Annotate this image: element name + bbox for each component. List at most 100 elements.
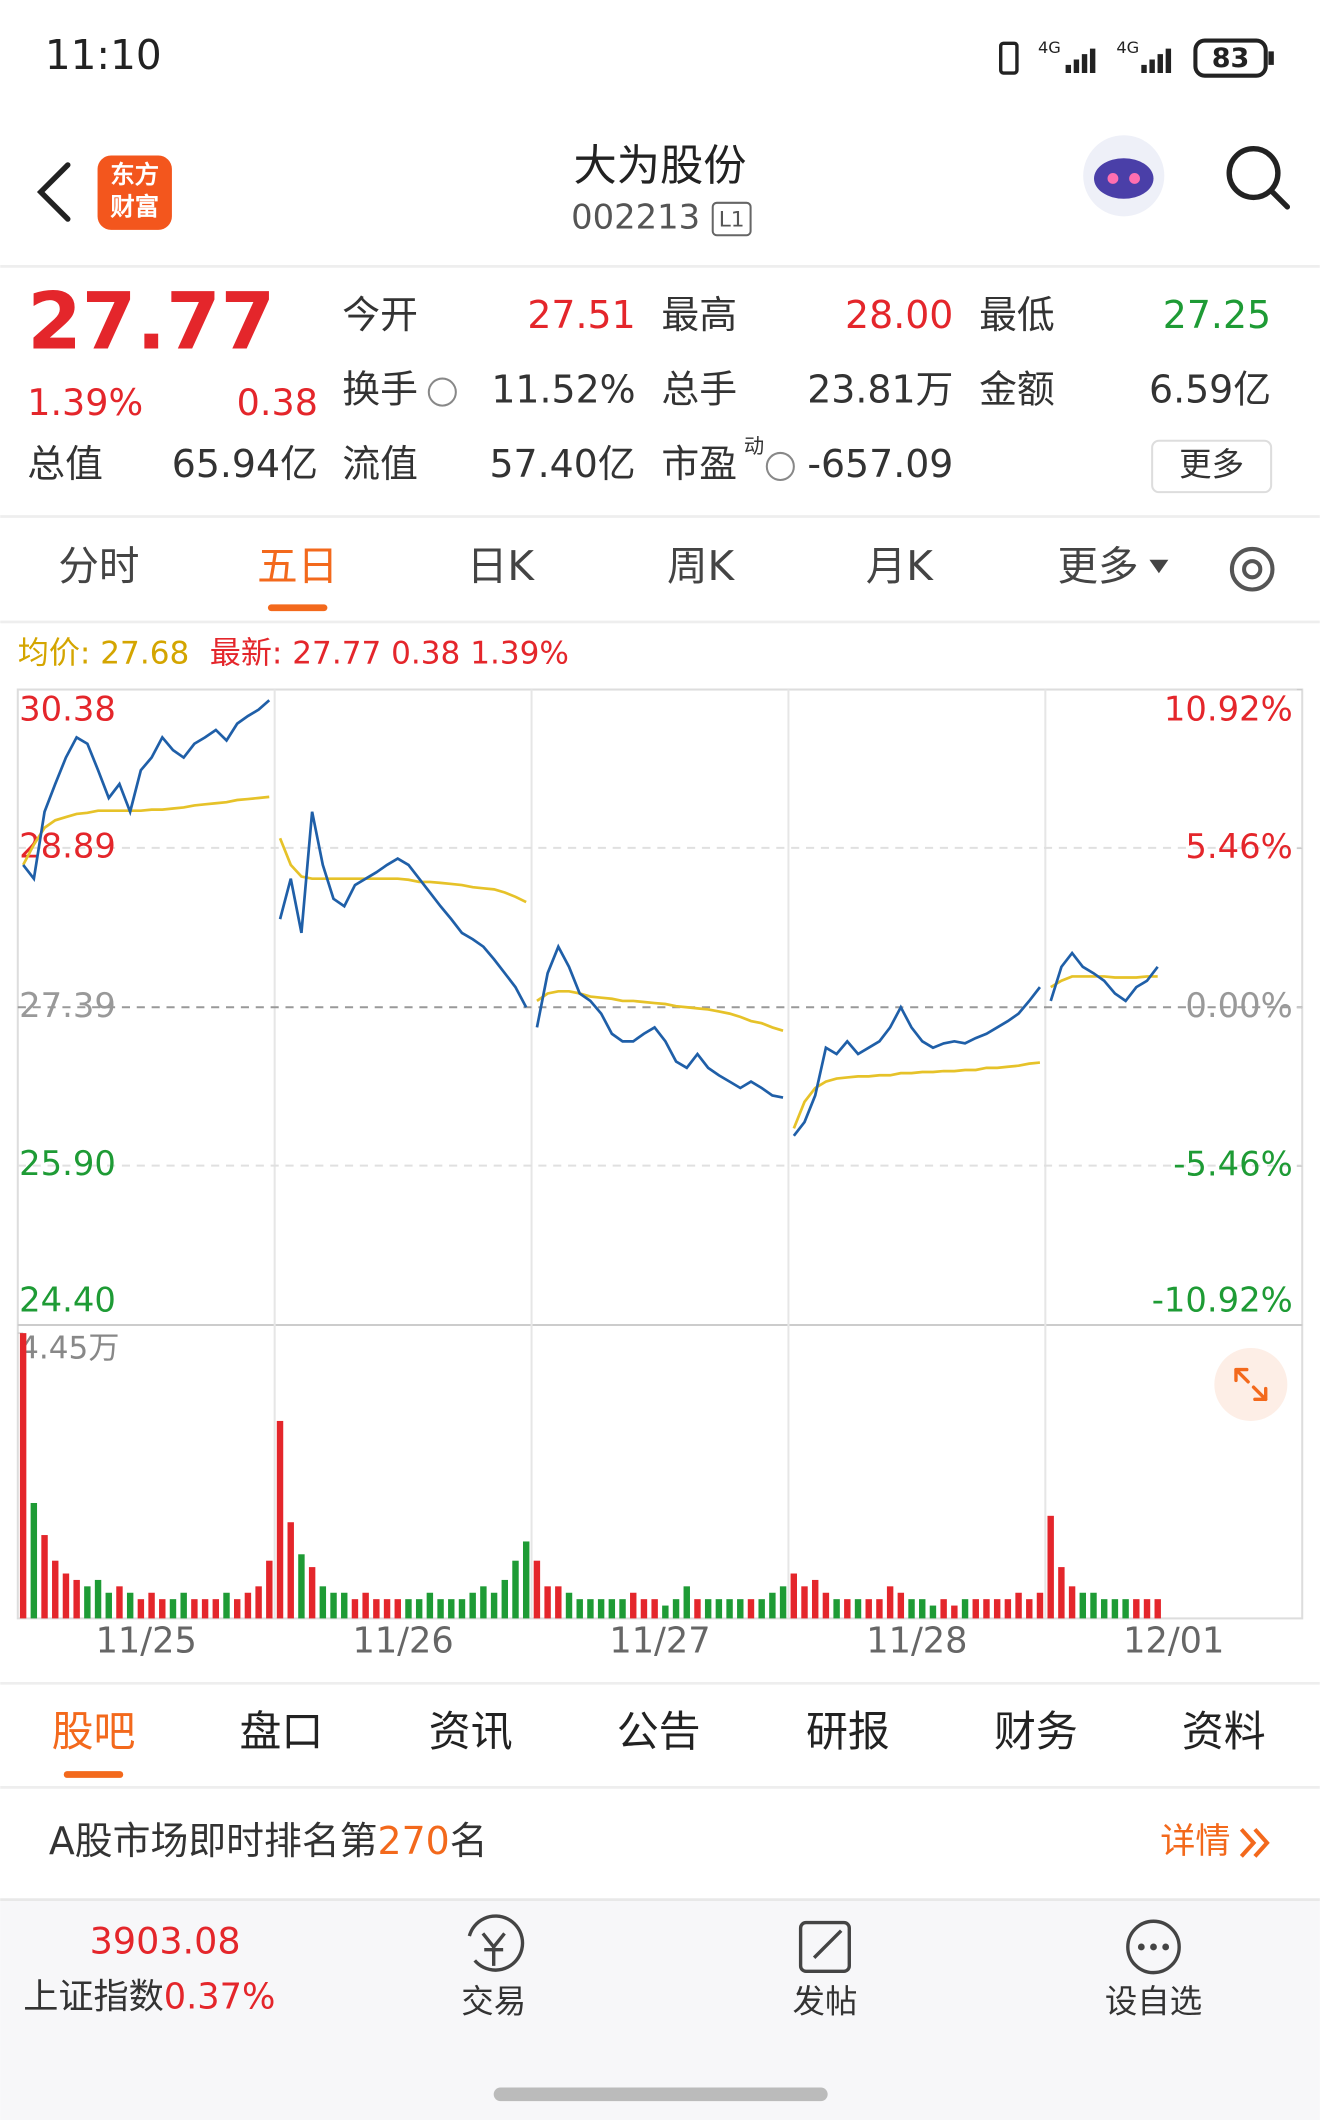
chart-tab[interactable]: 更多 — [1058, 542, 1139, 590]
section-tab[interactable]: 公告 — [617, 1707, 701, 1756]
y2-tick-label: 0.00% — [1185, 986, 1292, 1025]
trade-icon[interactable] — [467, 1914, 525, 1972]
more-button[interactable] — [1151, 439, 1273, 494]
status-icons: 4G 4G — [999, 38, 1274, 78]
volume-bar — [94, 1579, 102, 1619]
info-icon — [765, 451, 795, 481]
legend-item: 最新: 27.77 0.38 1.39% — [210, 635, 569, 671]
stock-code: 002213 — [571, 198, 700, 237]
volume-bar — [501, 1579, 509, 1619]
volume-bar — [886, 1586, 894, 1619]
volume-bar — [844, 1599, 851, 1619]
stock-name: 大为股份 — [573, 142, 746, 192]
settings-button[interactable] — [1229, 546, 1275, 592]
price-line — [535, 943, 784, 1099]
volume-bar — [1058, 1567, 1065, 1619]
section-tab[interactable]: 研报 — [806, 1707, 890, 1756]
chart-tab[interactable]: 月K — [866, 542, 935, 590]
volume-bar — [448, 1599, 455, 1619]
stat-value: -657.09 — [807, 442, 953, 486]
volume-bar — [533, 1560, 541, 1619]
volume-bar — [1047, 1515, 1054, 1619]
price-line — [22, 699, 271, 882]
index-summary: 上证指数0.37% — [23, 1976, 275, 2017]
volume-bar — [811, 1579, 819, 1619]
chart-tab[interactable]: 五日 — [257, 542, 338, 590]
watchlist-icon[interactable] — [1126, 1919, 1181, 1975]
volume-bar — [683, 1586, 690, 1619]
assistant-icon[interactable] — [1083, 135, 1165, 217]
volume-bar — [394, 1599, 401, 1619]
volume-bar — [694, 1599, 701, 1619]
volume-bar — [62, 1573, 70, 1619]
volume-bar — [469, 1592, 476, 1619]
expand-button[interactable] — [1214, 1347, 1288, 1421]
chart-tab[interactable]: 周K — [667, 542, 736, 590]
stat-value: 65.94亿 — [172, 442, 318, 486]
info-icon — [427, 377, 457, 407]
volume-bar — [255, 1586, 262, 1619]
volume-bar — [522, 1541, 530, 1619]
action-label[interactable]: 设自选 — [1105, 1983, 1202, 2021]
volume-bar — [137, 1599, 145, 1619]
volume-bar — [41, 1535, 48, 1619]
volume-bar — [961, 1599, 969, 1619]
volume-bar — [640, 1599, 648, 1619]
section-tab[interactable]: 盘口 — [240, 1707, 324, 1756]
logo-text: 东方 — [110, 160, 159, 189]
stat-label: 流值 — [342, 442, 418, 486]
index-value: 3903.08 — [90, 1919, 241, 1962]
volume-bar — [201, 1599, 209, 1619]
level-badge — [711, 201, 752, 237]
volume-bar — [630, 1592, 637, 1619]
volume-bar — [223, 1592, 230, 1619]
price-line — [278, 811, 528, 1008]
volume-bar — [983, 1599, 990, 1619]
post-icon[interactable] — [798, 1920, 851, 1973]
y-tick-label: 24.40 — [19, 1281, 116, 1320]
stat-label-sup: 动 — [744, 434, 764, 458]
index-change: 0.37% — [164, 1976, 276, 2017]
back-button[interactable] — [36, 162, 71, 222]
x-tick-label: 11/27 — [609, 1621, 710, 1662]
watchlist-dots — [1137, 1943, 1170, 1951]
volume-bar — [159, 1599, 166, 1619]
section-tab[interactable]: 资讯 — [429, 1707, 513, 1756]
ranking-part: A股市场即时排名第 — [49, 1818, 378, 1862]
tab-indicator — [267, 604, 328, 612]
detail-arrow — [1239, 1827, 1270, 1858]
section-tab[interactable]: 财务 — [994, 1707, 1078, 1756]
status-time: 11:10 — [45, 31, 162, 79]
detail-link[interactable]: 详情 — [1160, 1821, 1230, 1862]
volume-bar — [737, 1599, 744, 1619]
ranking-part: 270 — [378, 1818, 450, 1862]
action-label[interactable]: 发帖 — [793, 1983, 858, 2021]
logo-text: 财富 — [110, 192, 159, 221]
volume-bar — [287, 1522, 294, 1619]
volume-bar — [480, 1586, 487, 1619]
search-button[interactable] — [1226, 146, 1291, 210]
volume-tick-label: 4.45万 — [19, 1330, 119, 1366]
volume-bar — [565, 1592, 573, 1619]
app-logo[interactable] — [97, 155, 172, 230]
section-tab[interactable]: 资料 — [1182, 1707, 1266, 1756]
volume-bar — [169, 1599, 177, 1619]
volume-bar — [52, 1560, 59, 1619]
volume-bar — [704, 1599, 712, 1619]
chart-tab[interactable]: 日K — [467, 542, 536, 590]
volume-bar — [426, 1592, 434, 1619]
volume-bar — [1026, 1599, 1033, 1619]
action-label[interactable]: 交易 — [461, 1983, 526, 2021]
chart-tab[interactable]: 分时 — [58, 542, 139, 590]
volume-bar — [587, 1599, 594, 1619]
volume-bar — [266, 1560, 273, 1619]
stat-label: 换手 — [342, 368, 418, 412]
volume-bar — [1079, 1592, 1087, 1619]
dropdown-icon — [1149, 559, 1169, 574]
average-line — [278, 837, 527, 904]
section-tab[interactable]: 股吧 — [52, 1707, 136, 1756]
y2-tick-label: -5.46% — [1173, 1145, 1293, 1184]
volume-bar — [84, 1586, 91, 1619]
